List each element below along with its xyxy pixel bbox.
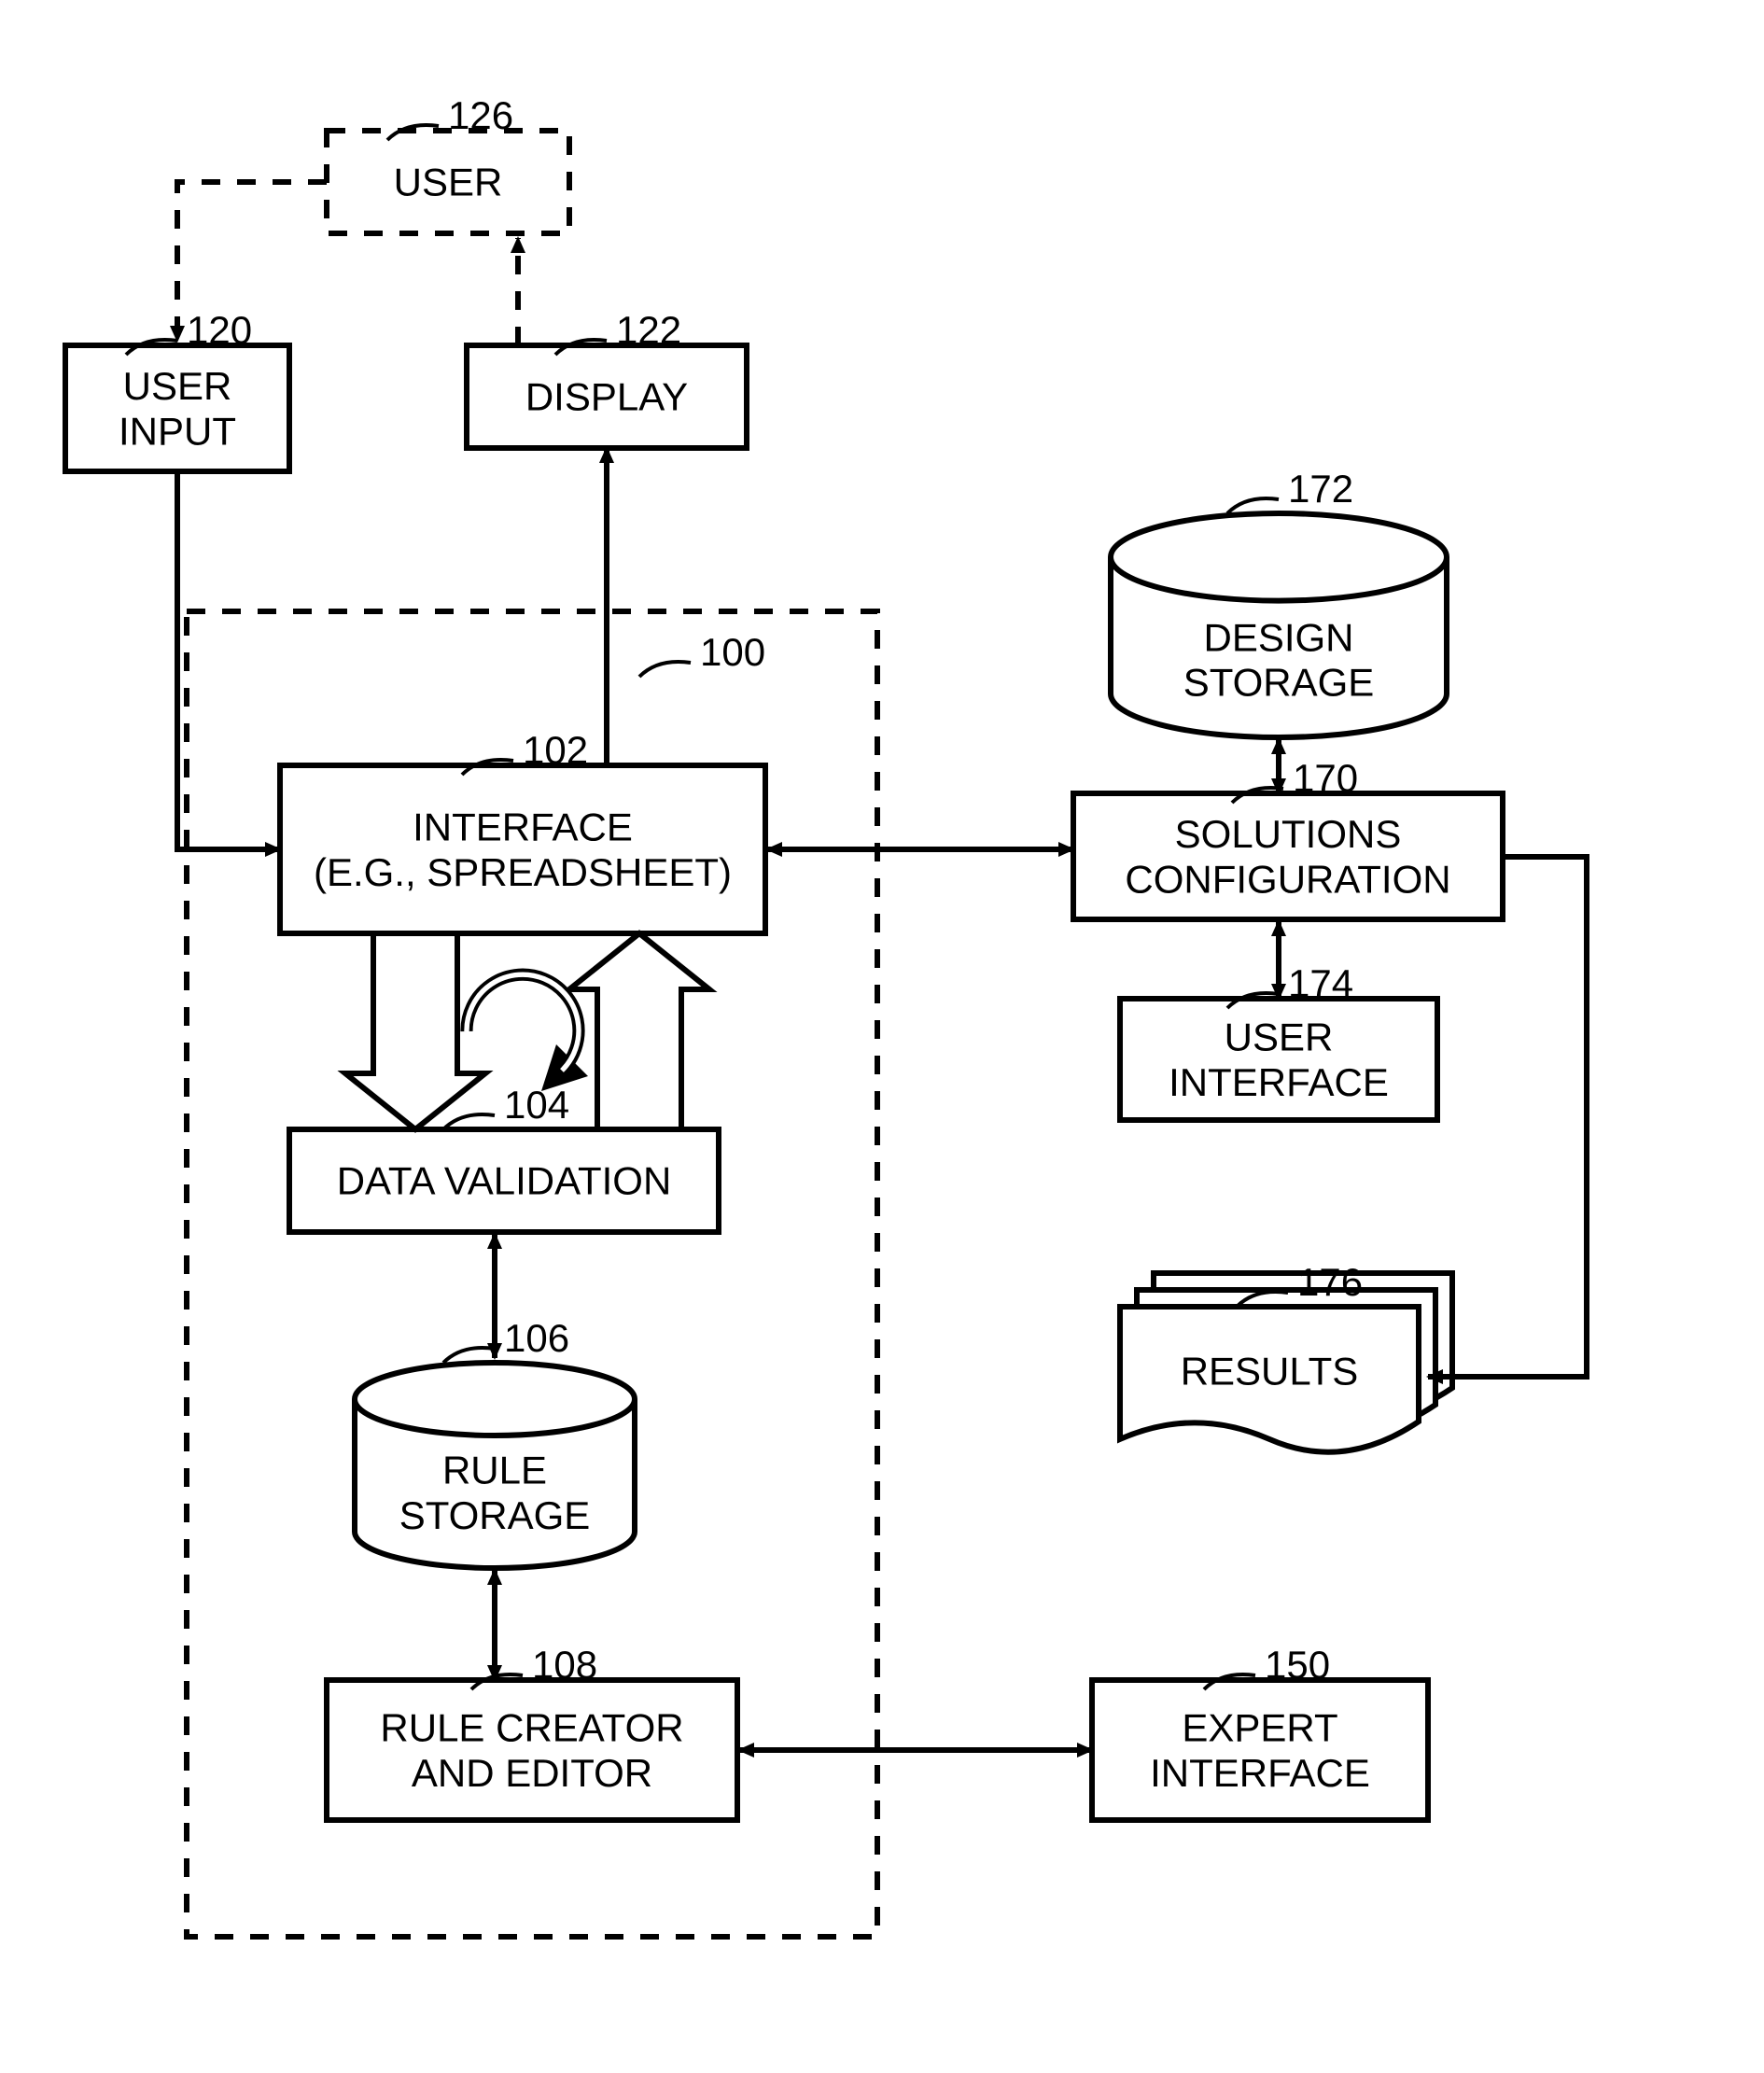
user_interface2-node: USERINTERFACE: [1120, 999, 1437, 1120]
solutions-node: SOLUTIONSCONFIGURATION: [1073, 793, 1503, 919]
interface-label: INTERFACE: [413, 805, 633, 849]
data_validation-label: DATA VALIDATION: [337, 1159, 672, 1203]
rule_creator-label: AND EDITOR: [412, 1751, 652, 1795]
interface-label: (E.G., SPREADSHEET): [314, 850, 732, 894]
solutions-label: SOLUTIONS: [1175, 812, 1402, 856]
data_validation-node: DATA VALIDATION: [289, 1129, 719, 1232]
svg-text:150: 150: [1265, 1643, 1330, 1687]
user-label: USER: [394, 161, 503, 204]
display-node: DISPLAY: [467, 345, 747, 448]
svg-text:100: 100: [700, 630, 765, 674]
svg-text:RULE: RULE: [442, 1449, 547, 1492]
user_input-node: USERINPUT: [65, 345, 289, 471]
svg-text:STORAGE: STORAGE: [1183, 661, 1375, 705]
svg-text:108: 108: [532, 1643, 597, 1687]
svg-text:102: 102: [523, 728, 588, 772]
svg-text:126: 126: [448, 93, 513, 137]
svg-text:174: 174: [1288, 961, 1353, 1005]
display-label: DISPLAY: [525, 375, 688, 419]
results-node: RESULTS: [1120, 1273, 1452, 1452]
svg-text:176: 176: [1297, 1260, 1363, 1304]
svg-text:122: 122: [616, 308, 681, 352]
expert-label: INTERFACE: [1150, 1751, 1370, 1795]
svg-text:172: 172: [1288, 467, 1353, 511]
user_interface2-label: INTERFACE: [1169, 1060, 1389, 1104]
solutions-label: CONFIGURATION: [1125, 857, 1450, 901]
expert-node: EXPERTINTERFACE: [1092, 1680, 1428, 1820]
block-arrow-up: [569, 933, 709, 1129]
svg-text:120: 120: [187, 308, 252, 352]
rule_creator-label: RULE CREATOR: [380, 1706, 683, 1750]
interface-node: INTERFACE(E.G., SPREADSHEET): [280, 765, 765, 933]
design_storage-node: DESIGNSTORAGE: [1111, 513, 1447, 737]
svg-text:STORAGE: STORAGE: [399, 1493, 591, 1537]
user_interface2-label: USER: [1225, 1015, 1334, 1059]
rule_creator-node: RULE CREATORAND EDITOR: [327, 1680, 737, 1820]
expert-label: EXPERT: [1182, 1706, 1337, 1750]
user-node: USER: [327, 131, 569, 233]
user_input-label: USER: [123, 364, 232, 408]
svg-text:170: 170: [1293, 756, 1358, 800]
svg-text:104: 104: [504, 1083, 569, 1127]
svg-text:DESIGN: DESIGN: [1203, 615, 1353, 659]
diagram-canvas: 100USER126USERINPUT120DISPLAY122INTERFAC…: [0, 0, 1764, 2073]
svg-text:RESULTS: RESULTS: [1181, 1349, 1359, 1393]
rule_storage-node: RULESTORAGE: [355, 1363, 635, 1568]
svg-text:106: 106: [504, 1316, 569, 1360]
user_input-label: INPUT: [119, 409, 236, 453]
edge: [177, 471, 280, 849]
